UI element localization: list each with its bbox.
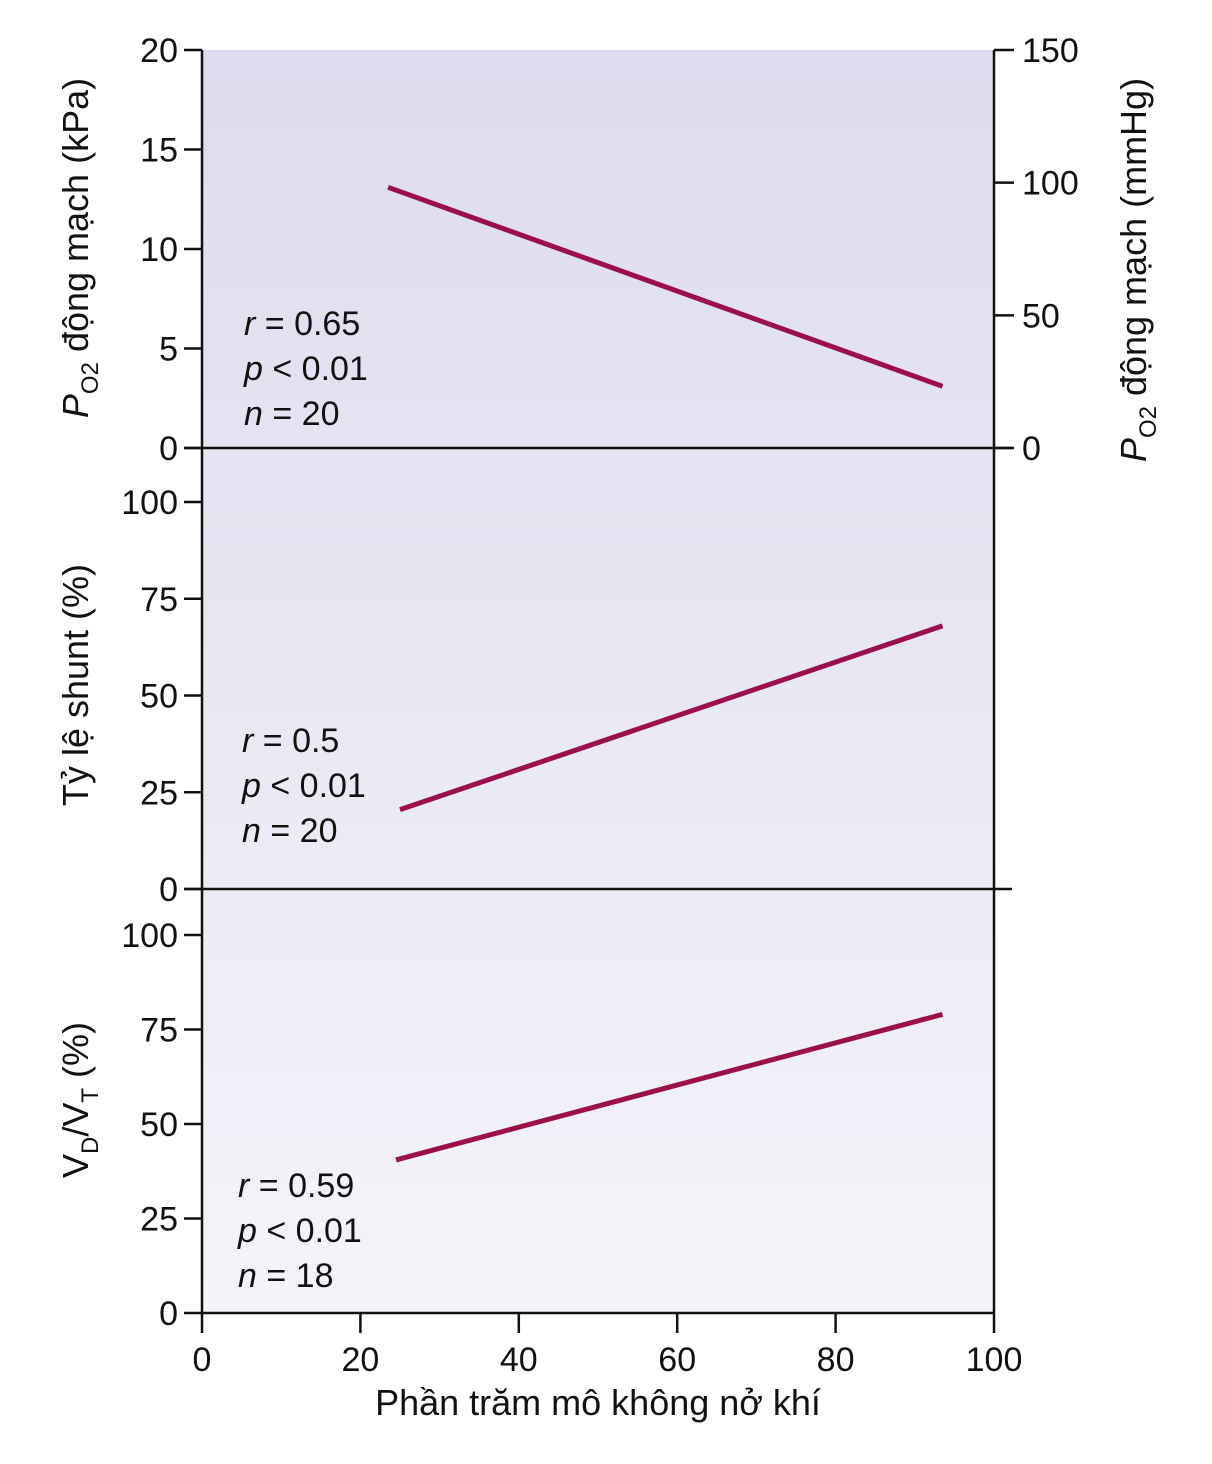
panel-2-y-tick-label: 50 — [140, 678, 178, 716]
panel-2-stat-r: r = 0.5 — [242, 722, 339, 760]
panel-2-y-tick-label: 25 — [140, 774, 178, 812]
panel-3-stat-n: n = 18 — [238, 1257, 334, 1295]
panel-1-stat-n: n = 20 — [244, 395, 340, 433]
panel-1-y-right-tick-label: 150 — [1022, 32, 1079, 70]
panel-3-stat-p: p < 0.01 — [237, 1212, 362, 1250]
panel-3-y-tick-label: 25 — [140, 1201, 178, 1239]
panel-2-y-tick-label: 75 — [140, 581, 178, 619]
panel-1-regression-line — [387, 184, 944, 389]
panel-3-regression-line — [395, 1011, 944, 1163]
panel-1-y-tick-label: 15 — [140, 132, 178, 170]
panel-1-y-tick-label: 20 — [140, 32, 178, 70]
panel-2-regression-line — [399, 623, 944, 813]
panel-1-y-axis-title-right: PO2 động mạch (mmHg) — [1113, 78, 1162, 462]
panel-3-y-tick-label: 50 — [140, 1106, 178, 1144]
panel-2-y-tick-label: 100 — [121, 484, 178, 522]
panel-1-y-right-tick-label: 100 — [1022, 165, 1079, 203]
x-tick-label: 60 — [658, 1341, 696, 1379]
panel-2-y-axis-title: Tỷ lệ shunt (%) — [55, 564, 96, 806]
x-tick-label: 20 — [341, 1341, 379, 1379]
panel-2-stat-n: n = 20 — [242, 812, 338, 850]
x-tick-label: 40 — [500, 1341, 538, 1379]
panel-1-stat-r: r = 0.65 — [244, 305, 360, 343]
plot-background — [202, 50, 994, 1313]
panel-3-y-tick-label: 75 — [140, 1012, 178, 1050]
panel-2-stat-p: p < 0.01 — [241, 767, 366, 805]
panel-1-y-tick-label: 10 — [140, 231, 178, 269]
x-axis-title: Phần trăm mô không nở khí — [375, 1382, 821, 1423]
x-tick-label: 100 — [966, 1341, 1023, 1379]
panel-3-y-tick-label: 100 — [121, 917, 178, 955]
panel-1-y-axis-title: PO2 động mạch (kPa) — [55, 78, 104, 418]
panel-3-y-axis-title: VD/VT (%) — [55, 1022, 104, 1178]
panel-1-y-right-tick-label: 50 — [1022, 297, 1060, 335]
panel-3-stat-r: r = 0.59 — [238, 1167, 354, 1205]
panel-3-y-tick-label: 0 — [159, 1295, 178, 1333]
panel-1-stat-p: p < 0.01 — [243, 350, 368, 388]
panel-2-y-tick-label: 0 — [159, 871, 178, 909]
x-tick-label: 0 — [193, 1341, 212, 1379]
x-tick-label: 80 — [817, 1341, 855, 1379]
panel-1-y-tick-label: 0 — [159, 430, 178, 468]
panel-1-y-right-tick-label: 0 — [1022, 430, 1041, 468]
panel-1-y-tick-label: 5 — [159, 331, 178, 369]
